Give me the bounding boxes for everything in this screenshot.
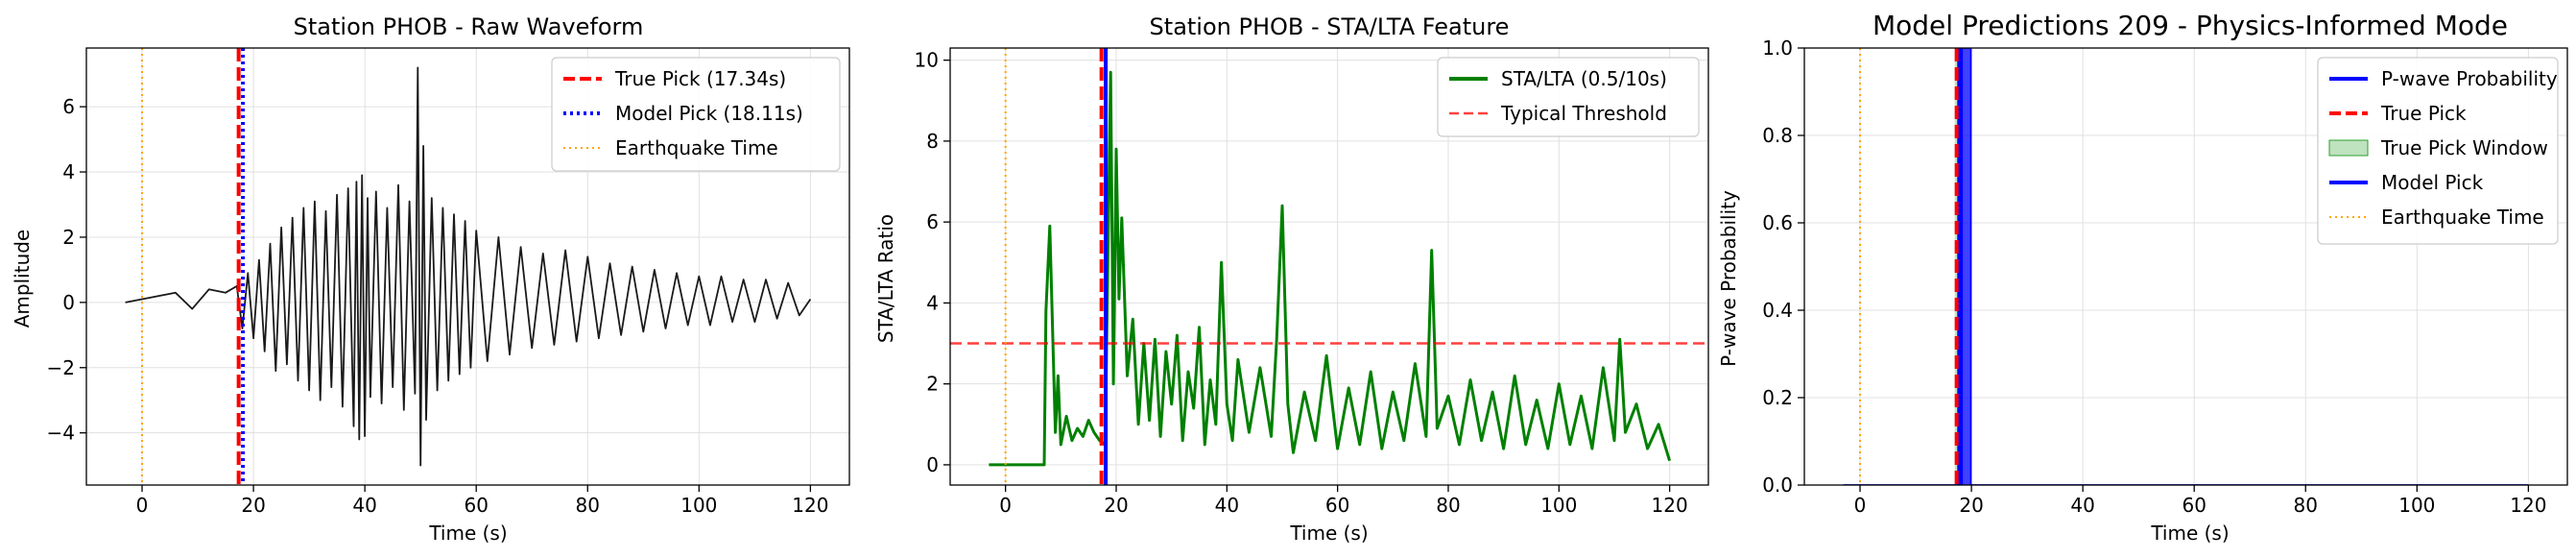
y-tick-label: 0 [62,291,75,314]
x-tick-label: 0 [999,494,1012,517]
stalta-ylabel: STA/LTA Ratio [874,214,897,343]
y-tick-label: 0.2 [1762,386,1793,409]
legend-box [1437,57,1700,137]
legend-label: STA/LTA (0.5/10s) [1501,67,1667,90]
x-tick-label: 80 [576,494,600,517]
waveform-panel: Station PHOB - Raw Waveform Time (s) Amp… [11,13,850,545]
legend-box [551,57,841,172]
legend-label: Earthquake Time [615,136,778,159]
predictions-ylabel: P-wave Probability [1717,190,1740,367]
plot-area [125,48,812,485]
plot-area [1843,48,2529,485]
y-tick-label: 6 [62,95,75,118]
x-tick-label: 120 [1652,494,1688,517]
x-tick-label: 100 [1540,494,1577,517]
x-tick-label: 20 [1104,494,1128,517]
legend-label: True Pick (17.34s) [614,67,786,90]
stalta-xlabel: Time (s) [1289,522,1368,545]
legend-label: Earthquake Time [2381,206,2544,229]
x-tick-label: 60 [1325,494,1349,517]
legend-label: Model Pick (18.11s) [615,102,803,125]
legend-label: P-wave Probability [2381,67,2558,90]
waveform-ylabel: Amplitude [11,230,34,328]
y-tick-label: 10 [915,49,939,72]
legend: P-wave Probability True Pick True Pick Win… [2317,57,2559,245]
y-tick-label: 2 [62,226,75,249]
y-tick-label: −2 [47,356,75,379]
y-tick-label: 0.0 [1762,474,1793,497]
x-tick-label: 80 [1436,494,1460,517]
x-tick-label: 20 [241,494,265,517]
axes-frame [1803,47,2568,486]
y-tick-label: 0.4 [1762,299,1793,322]
legend-label: Model Pick [2381,171,2484,194]
axes-frame [949,47,1709,486]
y-tick-label: 0.8 [1762,124,1793,147]
x-tick-label: 60 [2182,494,2206,517]
plot-area [950,48,1708,485]
x-tick-label: 60 [464,494,488,517]
y-tick-label: 2 [926,373,939,396]
legend-label: True Pick [2380,102,2467,125]
legend-label: Typical Threshold [1500,102,1667,125]
y-tick-label: 6 [926,210,939,233]
predictions-xlabel: Time (s) [2150,522,2229,545]
y-tick-label: 8 [926,130,939,153]
x-tick-label: 40 [1215,494,1239,517]
stalta-panel: Station PHOB - STA/LTA Feature Time (s) … [874,13,1709,545]
legend-swatch [2328,139,2369,157]
waveform-title: Station PHOB - Raw Waveform [294,13,644,40]
legend-box [2317,57,2559,245]
series-line-0 [125,66,812,467]
y-tick-label: 1.0 [1762,36,1793,60]
y-tick-label: −4 [47,422,75,445]
x-tick-label: 120 [792,494,828,517]
x-tick-label: 80 [2294,494,2318,517]
predictions-panel: Model Predictions 209 - Physics-Informed… [1717,10,2568,545]
x-tick-label: 100 [680,494,717,517]
waveform-xlabel: Time (s) [428,522,507,545]
legend-label: True Pick Window [2380,136,2548,159]
predictions-title: Model Predictions 209 - Physics-Informed… [1872,10,2508,41]
y-tick-label: 4 [926,291,939,314]
x-tick-label: 100 [2398,494,2435,517]
legend: True Pick (17.34s) Model Pick (18.11s) Ear… [551,57,841,172]
legend: STA/LTA (0.5/10s) Typical Threshold [1437,57,1700,137]
y-tick-label: 4 [62,160,75,183]
x-tick-label: 20 [1959,494,1983,517]
x-tick-label: 0 [1854,494,1867,517]
x-tick-label: 40 [2070,494,2094,517]
stalta-title: Station PHOB - STA/LTA Feature [1150,13,1510,40]
x-tick-label: 40 [352,494,376,517]
x-tick-label: 0 [136,494,149,517]
y-tick-label: 0.6 [1762,211,1793,234]
x-tick-label: 120 [2510,494,2546,517]
axes-frame [85,47,850,486]
y-tick-label: 0 [926,453,939,476]
